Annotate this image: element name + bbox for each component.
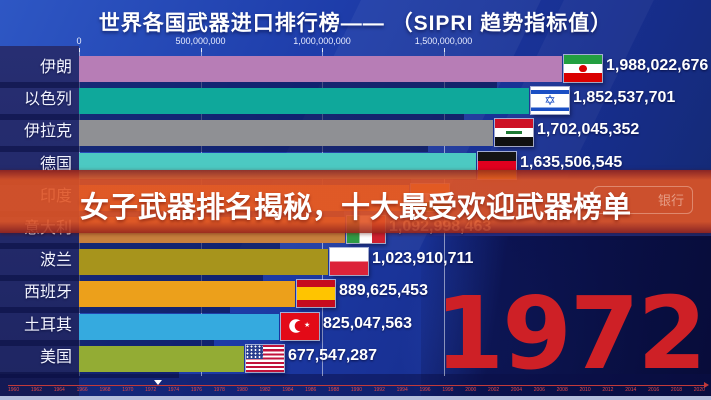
country-label: 伊拉克 bbox=[23, 123, 72, 141]
page-title: 世界各国武器进口排行榜—— （SIPRI 趋势指标值） bbox=[98, 12, 613, 35]
timeline-year-label: 2016 bbox=[648, 387, 660, 393]
timeline-year-label: 2018 bbox=[670, 387, 683, 393]
iran-bar bbox=[0, 56, 562, 88]
axis-tick-label: 1,500,000,000 bbox=[414, 36, 473, 46]
poland-bar bbox=[0, 249, 328, 282]
timeline-year-label: 1982 bbox=[259, 387, 271, 393]
spain-bar bbox=[0, 281, 295, 314]
bar-value: 1,988,022,676 bbox=[606, 57, 709, 74]
country-label: 土耳其 bbox=[23, 316, 72, 334]
poland-flag-icon bbox=[330, 248, 368, 276]
timeline-year-label: 2020 bbox=[693, 387, 705, 393]
axis-tick-label: 0 bbox=[76, 36, 82, 46]
timeline-year-label: 2002 bbox=[488, 387, 500, 393]
iraq-bar bbox=[0, 120, 493, 153]
timeline-year-label: 1960 bbox=[8, 387, 20, 393]
timeline-year-label: 1972 bbox=[145, 387, 157, 393]
table-row: 1,988,022,676 bbox=[0, 52, 711, 88]
overlay-headline: 女子武器排名揭秘，十大最受欢迎武器榜单 bbox=[79, 192, 631, 224]
country-label: 波兰 bbox=[39, 252, 72, 270]
timeline-year-label: 1964 bbox=[53, 387, 65, 393]
timeline-year-label: 1980 bbox=[236, 387, 248, 393]
axis-tick-label: 500,000,000 bbox=[175, 36, 226, 46]
timeline-year-label: 2014 bbox=[625, 387, 637, 393]
timeline-year-label: 2008 bbox=[556, 387, 568, 393]
axis-tick-label: 1,000,000,000 bbox=[293, 36, 351, 46]
spain-flag-icon bbox=[297, 280, 335, 308]
country-label: 伊朗 bbox=[39, 59, 72, 76]
table-row: 1,023,910,711 bbox=[0, 245, 711, 282]
x-axis: 0 500,000,000 1,000,000,000 1,500,000,000 bbox=[76, 36, 711, 52]
timeline-year-labels: 1960 1962 1964 1966 1968 1970 1972 1974 1976 1978… bbox=[8, 387, 705, 393]
bar-value: 825,047,563 bbox=[323, 314, 412, 332]
timeline-year-label: 1990 bbox=[350, 387, 363, 393]
bar-value: 1,635,506,545 bbox=[520, 153, 623, 171]
timeline-year-label: 2004 bbox=[510, 387, 523, 393]
timeline-year-label: 1994 bbox=[396, 387, 408, 393]
timeline-arrow-icon bbox=[704, 382, 709, 388]
country-label: 德国 bbox=[39, 155, 72, 173]
table-row: 677,547,287 bbox=[0, 342, 711, 378]
timeline-year-label: 1986 bbox=[305, 387, 317, 393]
timeline-year-label: 1988 bbox=[328, 387, 340, 393]
timeline-year-label: 1962 bbox=[30, 387, 42, 393]
iran-flag-icon bbox=[564, 55, 602, 82]
country-label: 以色列 bbox=[23, 91, 72, 109]
background-dark-corner bbox=[421, 236, 711, 396]
timeline-year-label: 1970 bbox=[122, 387, 134, 393]
bottom-strip bbox=[0, 396, 711, 400]
timeline-year-label: 1974 bbox=[168, 387, 180, 393]
bar-value: 889,625,453 bbox=[339, 282, 428, 300]
usa-bar bbox=[0, 345, 244, 378]
timeline-year-label: 1998 bbox=[442, 387, 454, 393]
table-row: 1,852,537,701 bbox=[0, 84, 711, 121]
turkey-bar bbox=[0, 313, 279, 346]
turkey-flag-icon bbox=[281, 312, 319, 340]
timeline-year-label: 2000 bbox=[465, 387, 477, 393]
timeline-year-label: 1996 bbox=[419, 387, 431, 393]
table-row: 1,702,045,352 bbox=[0, 116, 711, 153]
timeline-year-label: 2010 bbox=[579, 387, 591, 393]
usa-flag-icon bbox=[246, 344, 284, 372]
timeline-year-label: 2006 bbox=[533, 387, 545, 393]
country-label: 西班牙 bbox=[23, 284, 72, 302]
timeline-year-label: 1984 bbox=[282, 387, 294, 393]
table-row: 825,047,563 bbox=[0, 310, 711, 346]
timeline-scrubber: 1960 1962 1964 1966 1968 1970 1972 1974 1976 1978… bbox=[8, 380, 709, 397]
timeline-year-label: 1966 bbox=[76, 387, 88, 393]
country-label: 美国 bbox=[39, 348, 72, 366]
bar-value: 677,547,287 bbox=[288, 346, 377, 364]
timeline-marker[interactable] bbox=[154, 380, 163, 385]
bar-value: 1,702,045,352 bbox=[537, 121, 640, 139]
bar-value: 1,852,537,701 bbox=[573, 89, 676, 107]
timeline-year-label: 1978 bbox=[213, 387, 225, 393]
iraq-flag-icon bbox=[495, 119, 533, 147]
year-display: 1972 bbox=[434, 275, 707, 392]
timeline-year-label: 1992 bbox=[373, 387, 385, 393]
israel-bar bbox=[0, 88, 529, 121]
watermark-badge: 银行 bbox=[593, 186, 693, 214]
bar-value: 1,023,910,711 bbox=[372, 250, 474, 268]
israel-flag-icon bbox=[531, 87, 569, 115]
timeline-year-label: 1968 bbox=[99, 387, 111, 393]
table-row: 889,625,453 bbox=[0, 277, 711, 314]
timeline-year-label: 1976 bbox=[190, 387, 202, 393]
overlay-banner: 银行 女子武器排名揭秘，十大最受欢迎武器榜单 bbox=[0, 170, 711, 233]
timeline-year-label: 2012 bbox=[602, 387, 614, 393]
